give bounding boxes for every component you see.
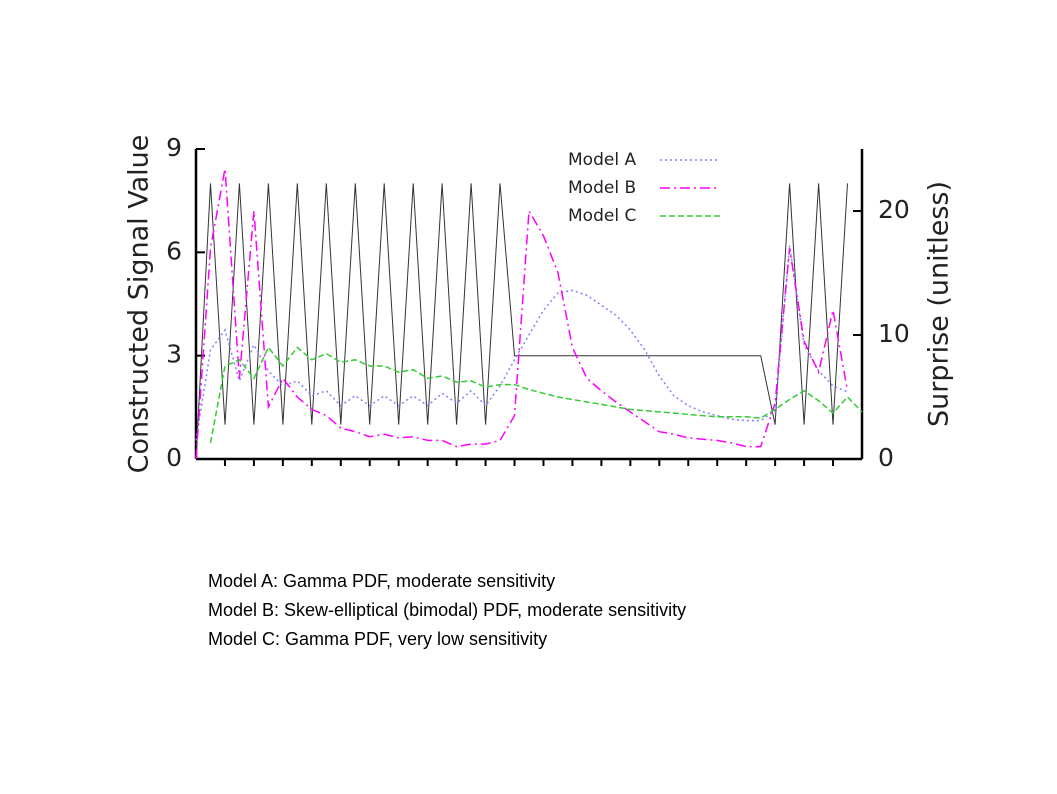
- y-tick-label: 0: [166, 443, 182, 472]
- y2-tick-label: 0: [878, 443, 894, 472]
- y2-tick-label: 10: [878, 319, 910, 348]
- note: Model C: Gamma PDF, very low sensitivity: [208, 629, 547, 649]
- series-line: [195, 245, 848, 441]
- y-tick-label: 3: [166, 340, 182, 369]
- series-line: [195, 168, 849, 460]
- y2-axis-label: Surprise (unitless): [924, 181, 955, 427]
- legend-label: Model C: [568, 206, 636, 226]
- y-tick-label: 6: [166, 236, 182, 265]
- series-line: [209, 345, 863, 444]
- y-axis-label: Constructed Signal Value: [124, 135, 155, 474]
- y-tick-label: 9: [166, 133, 182, 162]
- legend-label: Model A: [568, 150, 636, 170]
- y2-tick-label: 20: [878, 195, 910, 224]
- note: Model B: Skew-elliptical (bimodal) PDF, …: [208, 600, 686, 620]
- note: Model A: Gamma PDF, moderate sensitivity: [208, 571, 555, 591]
- series-line: [195, 183, 848, 460]
- legend-label: Model B: [568, 178, 636, 198]
